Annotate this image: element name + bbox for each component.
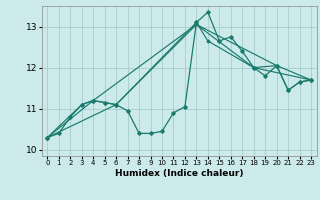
X-axis label: Humidex (Indice chaleur): Humidex (Indice chaleur) (115, 169, 244, 178)
